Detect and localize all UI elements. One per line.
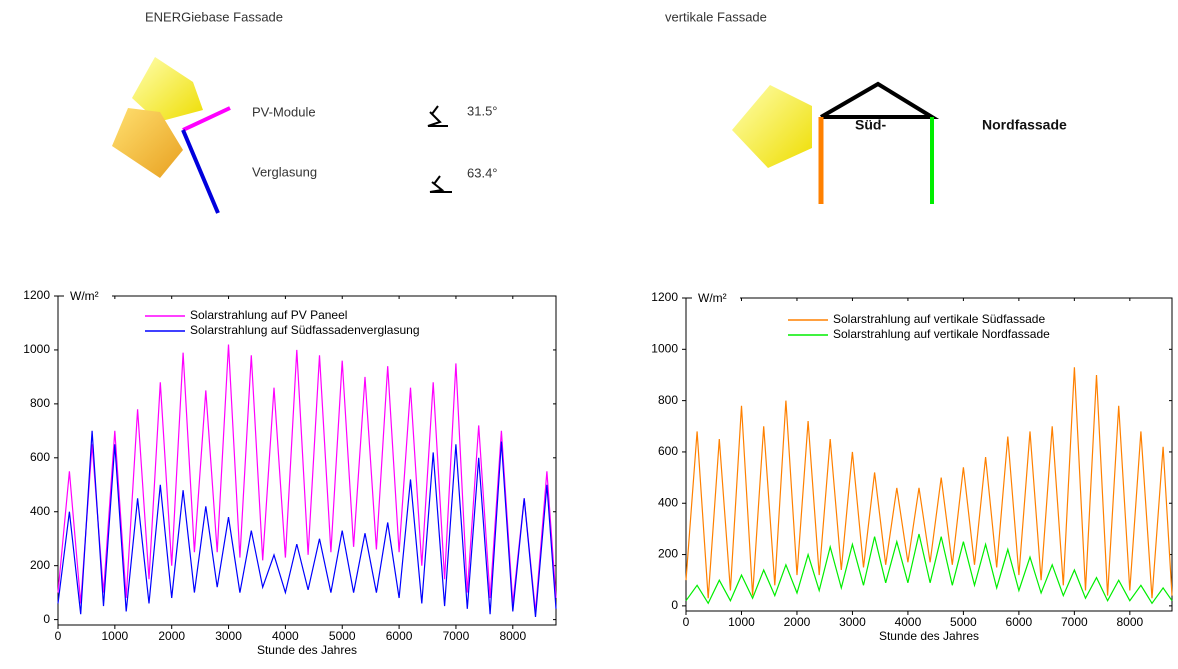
- y-tick-label: 400: [30, 504, 50, 518]
- x-tick-label: 7000: [1061, 615, 1088, 629]
- series-line: [57, 430, 557, 617]
- plot-frame: [685, 297, 1173, 612]
- x-tick-label: 6000: [386, 629, 413, 643]
- x-tick-label: 1000: [101, 629, 128, 643]
- x-axis-label: Stunde des Jahres: [879, 629, 979, 643]
- series-line: [685, 533, 1173, 605]
- legend-label: Solarstrahlung auf vertikale Nordfassade: [833, 327, 1050, 341]
- roof: [819, 81, 940, 119]
- y-axis-label: W/m²: [698, 291, 727, 305]
- series-line: [685, 367, 1173, 599]
- y-tick-label: 800: [658, 393, 678, 407]
- x-tick-label: 8000: [1116, 615, 1143, 629]
- x-tick-label: 0: [55, 629, 62, 643]
- angle-icon: [429, 175, 452, 193]
- y-label-bg: [692, 290, 740, 306]
- x-tick-label: 2000: [158, 629, 185, 643]
- x-tick-label: 5000: [950, 615, 977, 629]
- glazing: [181, 129, 220, 214]
- y-tick-label: 0: [43, 612, 50, 626]
- y-tick-label: 1000: [651, 341, 678, 355]
- y-tick-label: 600: [658, 444, 678, 458]
- angle-icon: [427, 105, 448, 127]
- y-tick-label: 800: [30, 396, 50, 410]
- y-tick-label: 200: [658, 547, 678, 561]
- south-label: Süd-: [855, 117, 886, 133]
- north-label: Nordfassade: [982, 117, 1067, 133]
- y-tick-label: 1200: [651, 290, 678, 304]
- y-tick-label: 1000: [23, 342, 50, 356]
- legend-label: Solarstrahlung auf PV Paneel: [190, 308, 347, 322]
- x-tick-label: 5000: [329, 629, 356, 643]
- pv-angle: 31.5°: [467, 103, 498, 118]
- legend-label: Solarstrahlung auf vertikale Südfassade: [833, 312, 1045, 326]
- x-tick-label: 3000: [839, 615, 866, 629]
- y-tick-label: 600: [30, 450, 50, 464]
- y-tick-label: 200: [30, 558, 50, 572]
- sun-icon: [132, 57, 203, 122]
- x-tick-label: 6000: [1006, 615, 1033, 629]
- sun-icon: [732, 85, 812, 168]
- glass-label: Verglasung: [252, 164, 317, 179]
- sun-icon: [112, 108, 183, 178]
- y-tick-label: 1200: [23, 288, 50, 302]
- x-tick-label: 1000: [728, 615, 755, 629]
- legend-label: Solarstrahlung auf Südfassadenverglasung: [190, 323, 420, 337]
- diagram-title: ENERGiebase Fassade: [145, 9, 283, 24]
- x-tick-label: 7000: [443, 629, 470, 643]
- y-label-bg: [64, 288, 112, 304]
- pv-label: PV-Module: [252, 104, 316, 119]
- x-axis-label: Stunde des Jahres: [257, 643, 357, 657]
- plot-frame: [57, 295, 557, 626]
- x-tick-label: 0: [683, 615, 690, 629]
- y-tick-label: 0: [671, 598, 678, 612]
- x-tick-label: 3000: [215, 629, 242, 643]
- glass-angle: 63.4°: [467, 165, 498, 180]
- x-tick-label: 4000: [272, 629, 299, 643]
- pv-module: [182, 106, 231, 132]
- y-axis-label: W/m²: [70, 289, 99, 303]
- x-tick-label: 4000: [895, 615, 922, 629]
- y-tick-label: 400: [658, 495, 678, 509]
- series-line: [57, 344, 557, 612]
- x-tick-label: 2000: [784, 615, 811, 629]
- diagram-title: vertikale Fassade: [665, 9, 767, 24]
- x-tick-label: 8000: [499, 629, 526, 643]
